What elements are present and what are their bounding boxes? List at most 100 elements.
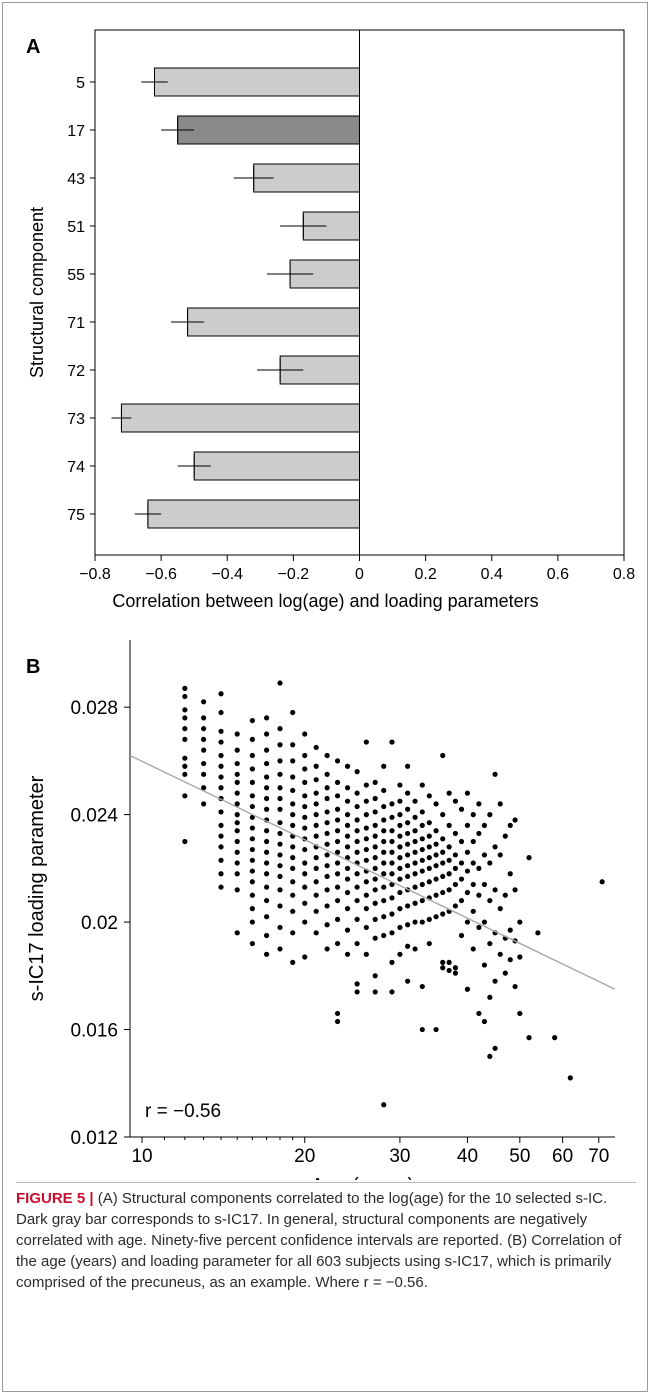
data-point — [452, 830, 459, 837]
data-point — [372, 779, 378, 785]
data-point — [313, 908, 319, 914]
data-point — [302, 919, 308, 925]
data-point — [249, 892, 255, 898]
data-point — [372, 822, 378, 828]
data-point — [389, 989, 395, 995]
data-point — [389, 849, 395, 855]
data-point — [277, 820, 283, 826]
data-point — [381, 860, 387, 866]
data-point — [552, 1035, 558, 1041]
data-point — [263, 731, 270, 737]
data-point — [426, 844, 432, 850]
xtick-label: −0.2 — [278, 566, 310, 583]
data-point — [334, 897, 341, 904]
data-point — [218, 739, 224, 745]
data-point — [302, 731, 308, 737]
data-point — [470, 881, 476, 888]
data-point — [334, 817, 341, 823]
y-axis-label: s-IC17 loading parameter — [26, 775, 48, 1001]
data-point — [433, 828, 439, 834]
data-point — [381, 763, 387, 769]
data-point — [182, 771, 188, 777]
data-point — [507, 957, 513, 963]
data-point — [507, 822, 513, 828]
data-point — [344, 855, 351, 861]
data-point — [249, 766, 255, 772]
data-point — [363, 836, 369, 842]
data-point — [277, 946, 283, 952]
data-point — [433, 863, 439, 869]
data-point — [412, 919, 418, 925]
data-point — [426, 879, 432, 885]
data-point — [458, 860, 465, 866]
xtick-label: 0 — [355, 566, 364, 583]
data-point — [182, 726, 188, 732]
data-point — [302, 825, 308, 831]
data-point — [182, 685, 188, 691]
data-point — [363, 892, 369, 898]
data-point — [290, 801, 296, 807]
data-point — [517, 919, 523, 925]
data-point — [290, 822, 296, 828]
bar-17 — [177, 115, 360, 145]
data-point — [419, 983, 425, 990]
xtick-label: 60 — [552, 1146, 573, 1167]
data-point — [381, 884, 387, 890]
data-point — [372, 973, 378, 979]
bar-71 — [187, 307, 360, 337]
data-point — [452, 852, 459, 858]
data-point — [412, 798, 418, 804]
data-point — [302, 860, 308, 866]
data-point — [405, 820, 411, 826]
data-point — [201, 760, 207, 767]
data-point — [433, 1026, 439, 1033]
data-point — [476, 865, 482, 871]
data-point — [334, 779, 341, 785]
data-point — [397, 924, 403, 931]
data-point — [263, 932, 270, 939]
data-point — [234, 930, 240, 936]
data-point — [440, 812, 446, 818]
data-point — [290, 787, 296, 794]
data-point — [324, 887, 330, 893]
data-point — [182, 755, 188, 761]
data-point — [412, 838, 418, 845]
data-point — [452, 881, 459, 888]
data-point — [412, 828, 418, 834]
data-point — [313, 812, 319, 818]
data-point — [290, 812, 296, 818]
xtick-label: 0.2 — [415, 566, 437, 583]
data-point — [419, 857, 425, 863]
data-point — [487, 897, 493, 904]
data-point — [234, 871, 240, 877]
data-point — [182, 693, 188, 700]
ytick-label-55: 55 — [67, 267, 85, 284]
data-point — [389, 895, 395, 901]
data-point — [372, 900, 378, 906]
data-point — [218, 809, 224, 815]
data-point — [249, 846, 255, 853]
correlation-annotation: r = −0.56 — [145, 1101, 221, 1122]
data-point — [363, 739, 369, 745]
data-point — [277, 771, 283, 777]
data-point — [419, 897, 425, 904]
data-point — [470, 908, 476, 914]
data-point — [363, 857, 369, 863]
xtick-label: 0.8 — [613, 566, 635, 583]
data-point — [458, 932, 465, 939]
data-point — [452, 798, 459, 804]
data-point — [302, 814, 308, 820]
data-point — [440, 836, 446, 842]
data-point — [470, 838, 476, 845]
data-point — [277, 680, 283, 686]
data-point — [234, 812, 240, 818]
xtick-label: −0.8 — [79, 566, 111, 583]
data-point — [487, 940, 493, 947]
data-point — [419, 919, 425, 925]
data-point — [397, 798, 403, 804]
data-point — [412, 946, 418, 952]
data-point — [433, 892, 439, 898]
data-point — [290, 908, 296, 914]
data-point — [249, 825, 255, 831]
